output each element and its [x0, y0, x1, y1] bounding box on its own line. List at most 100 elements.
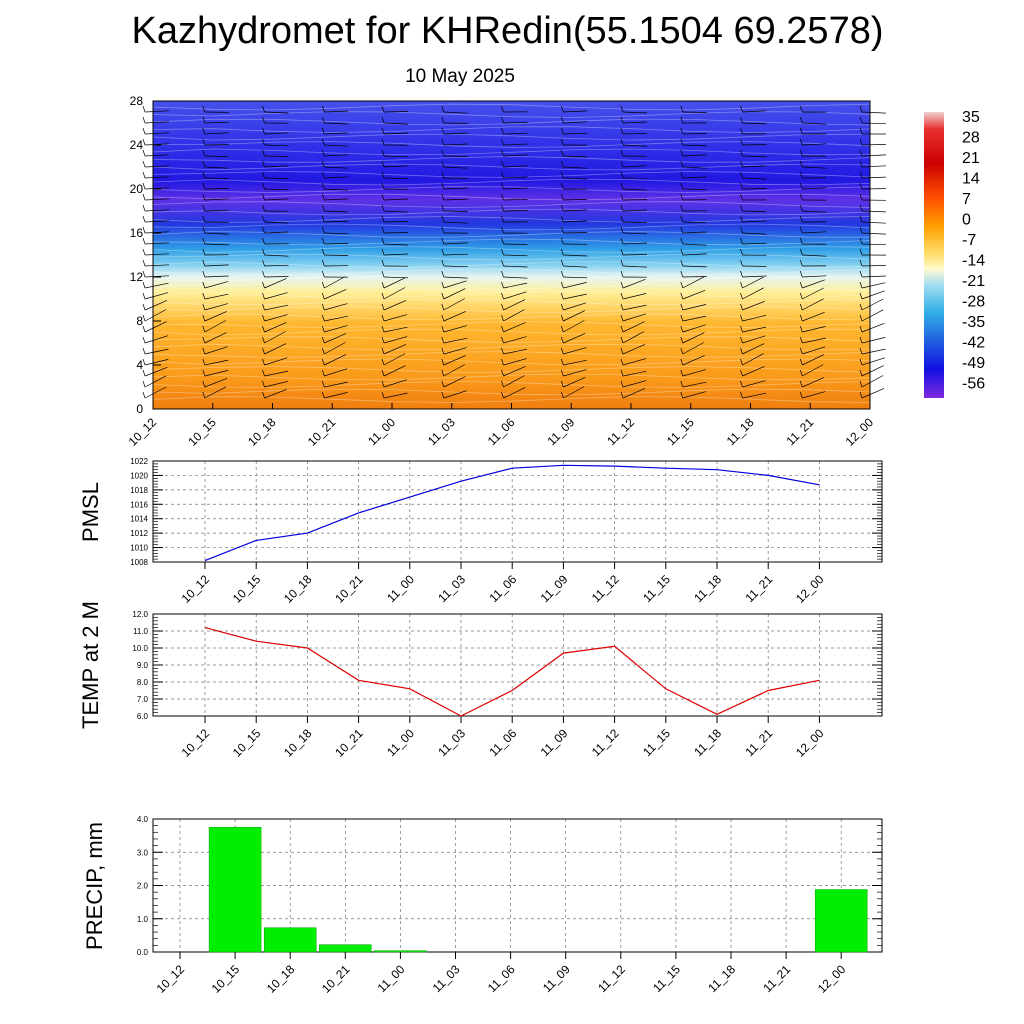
wind-barb-flag — [620, 204, 624, 212]
wind-barb — [324, 154, 349, 157]
colorbar-label: -35 — [962, 314, 985, 331]
wind-barb — [802, 166, 827, 169]
wind-barb-flag — [441, 237, 445, 245]
wind-barb — [563, 166, 588, 169]
wind-barb-flag — [799, 149, 803, 157]
wind-barb — [383, 243, 409, 246]
wind-barb-flag — [859, 116, 863, 124]
wind-barb — [204, 188, 229, 190]
wind-barb-flag — [441, 259, 445, 267]
wind-barb-flag — [381, 259, 385, 267]
wind-barb — [204, 311, 227, 322]
wind-barb-flag — [202, 171, 206, 179]
wind-barb — [861, 232, 887, 235]
wind-barb — [802, 311, 825, 322]
wind-barb-flag — [441, 380, 445, 388]
wind-barb — [443, 311, 466, 322]
wind-barb — [443, 325, 467, 333]
wind-barb-flag — [859, 325, 863, 333]
wind-barb-flag — [799, 226, 803, 234]
wind-barb — [861, 337, 886, 344]
wind-barb-flag — [441, 369, 445, 377]
wind-barb — [503, 299, 526, 311]
wind-barb — [204, 281, 228, 289]
wind-barb-flag — [501, 292, 504, 300]
contour-line — [152, 118, 871, 126]
wind-barb-flag — [441, 149, 445, 157]
wind-barb-flag — [381, 204, 385, 212]
wind-barb — [622, 111, 648, 114]
wind-barb — [264, 188, 289, 191]
wind-barb — [443, 364, 465, 377]
wind-barb — [682, 243, 707, 246]
wind-barb-flag — [859, 204, 863, 212]
wind-barb — [682, 188, 707, 191]
contour-line — [152, 306, 871, 313]
wind-barb — [861, 375, 884, 388]
pmsl-y-tick-label: 1018 — [130, 486, 148, 495]
heatmap-y-tick-label: 20 — [130, 182, 144, 196]
wind-barb — [204, 275, 229, 278]
precip-bar — [319, 944, 372, 953]
wind-barb — [861, 243, 887, 246]
colorbar — [924, 112, 944, 398]
wind-barb-flag — [680, 292, 684, 300]
precip-bar — [814, 889, 868, 953]
wind-barb-flag — [381, 358, 385, 366]
wind-barb-flag — [620, 391, 624, 399]
wind-barb — [144, 321, 167, 333]
contour-line — [152, 261, 871, 268]
wind-barb-flag — [620, 314, 624, 322]
precip-frame — [152, 818, 883, 953]
wind-barb — [383, 132, 409, 135]
wind-barb — [144, 386, 167, 399]
contour-line — [152, 336, 871, 343]
heatmap-y-tick-label: 28 — [130, 94, 144, 108]
contour-line — [152, 238, 871, 246]
wind-barb-flag — [680, 358, 684, 366]
wind-barb-flag — [680, 182, 684, 190]
wind-barb-flag — [321, 303, 325, 311]
wind-barb — [503, 210, 528, 212]
wind-barb — [324, 333, 347, 344]
wind-barb — [443, 376, 466, 388]
wind-barb-flag — [142, 138, 146, 146]
heatmap-x-tick-label: 11_18 — [724, 415, 757, 448]
contour-line — [152, 366, 871, 373]
wind-barb — [264, 292, 288, 300]
wind-barb-flag — [501, 391, 504, 399]
wind-barb-flag — [560, 292, 564, 300]
wind-barb — [742, 276, 764, 289]
wind-barb-flag — [680, 193, 684, 201]
wind-barb — [443, 253, 468, 256]
wind-barb-flag — [859, 248, 863, 256]
wind-barb — [144, 121, 170, 124]
wind-barb — [204, 198, 229, 201]
wind-barb — [622, 278, 646, 289]
wind-barb-flag — [799, 193, 803, 201]
wind-barb-flag — [142, 358, 146, 366]
wind-barb-flag — [620, 380, 624, 388]
wind-barb-flag — [799, 204, 803, 212]
colorbar-label: 14 — [962, 171, 980, 188]
wind-barb-flag — [859, 138, 863, 146]
wind-barb — [742, 220, 767, 223]
wind-barb — [264, 155, 289, 157]
wind-barb — [802, 298, 824, 311]
heatmap-y-tick-label: 12 — [130, 270, 144, 284]
wind-barb-flag — [441, 138, 445, 146]
contour-line — [152, 283, 871, 291]
wind-barb — [622, 232, 648, 235]
wind-barb — [264, 322, 287, 333]
wind-barb — [503, 243, 528, 245]
wind-barb-flag — [262, 303, 265, 311]
wind-barb-flag — [142, 369, 146, 377]
wind-barb-flag — [501, 281, 504, 289]
wind-barb-flag — [740, 259, 743, 267]
contour-line — [152, 186, 871, 193]
wind-barb — [802, 346, 826, 355]
wind-barb-flag — [501, 193, 504, 201]
wind-barb-flag — [680, 127, 684, 135]
wind-barb-flag — [441, 160, 445, 168]
wind-barb-flag — [441, 215, 445, 223]
